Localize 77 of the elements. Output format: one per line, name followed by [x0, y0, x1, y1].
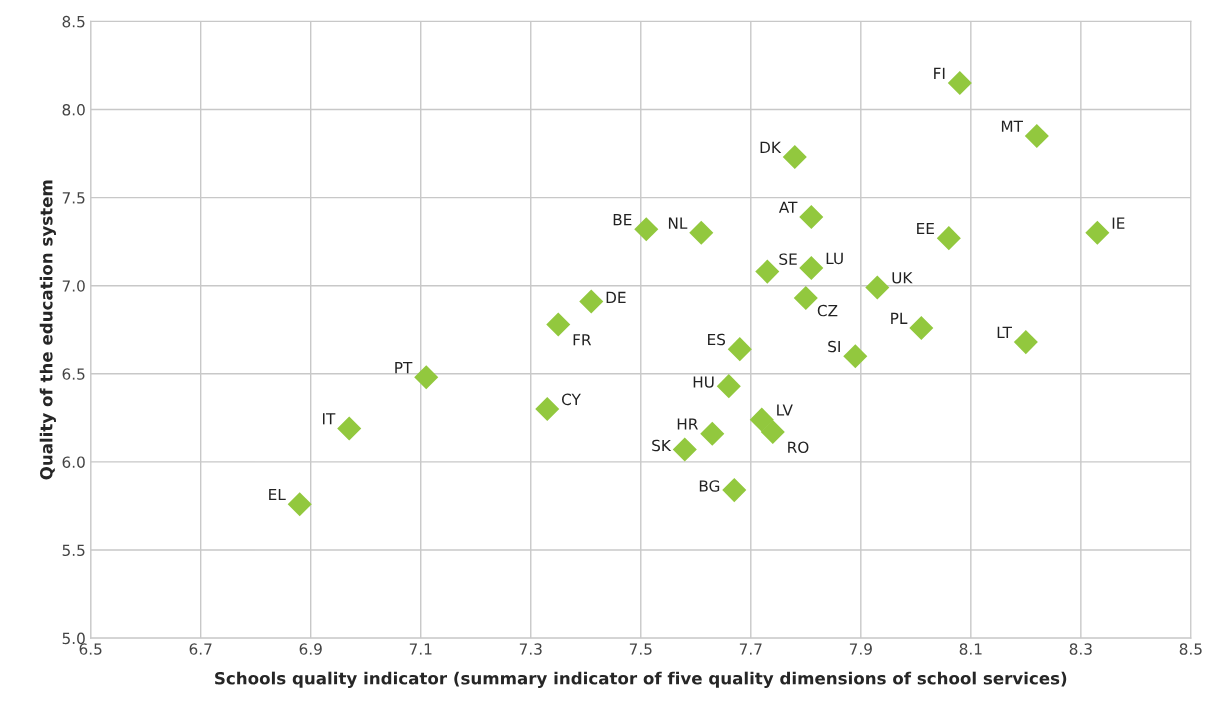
- point: [1013, 330, 1038, 355]
- x-axis-title: Schools quality indicator (summary indicator of five quality dimensions of school services): [215, 671, 1067, 688]
- annotation: HR: [677, 418, 698, 430]
- annotation: RO: [788, 441, 809, 454]
- point: [535, 397, 560, 422]
- y-tick-label: 6.5: [62, 368, 85, 380]
- point: [799, 256, 824, 281]
- point: [865, 275, 890, 300]
- annotation: DK: [760, 141, 782, 153]
- point: [722, 478, 747, 503]
- point: [414, 365, 439, 390]
- x-tick-label: 7.5: [629, 643, 652, 655]
- point: [936, 226, 961, 251]
- point: [546, 312, 571, 337]
- point: [716, 374, 741, 399]
- annotation: MT: [1001, 120, 1023, 132]
- annotation: BE: [613, 214, 632, 226]
- annotation: UK: [892, 272, 913, 284]
- annotation: IE: [1112, 217, 1125, 229]
- annotation: LV: [777, 404, 793, 416]
- annotation: CY: [562, 393, 581, 406]
- y-tick-label: 8.0: [62, 103, 85, 116]
- y-axis-title: Quality of the education system: [39, 180, 56, 480]
- annotation: PT: [395, 362, 413, 374]
- annotation: EE: [917, 222, 934, 235]
- x-tick-label: 8.3: [1069, 643, 1092, 655]
- point: [1024, 123, 1049, 148]
- annotation: DE: [606, 291, 626, 304]
- x-tick-label: 6.9: [299, 643, 322, 655]
- point: [793, 286, 818, 311]
- annotation: CZ: [817, 304, 838, 317]
- annotation: FI: [934, 67, 945, 79]
- annotation: IT: [322, 413, 336, 425]
- annotation: EL: [269, 488, 286, 501]
- x-tick-label: 6.5: [79, 643, 102, 655]
- point: [909, 315, 934, 341]
- x-tick-label: 8.1: [959, 643, 982, 655]
- x-tick-label: 6.7: [189, 643, 212, 655]
- annotation: LU: [826, 252, 843, 265]
- y-tick-label: 6.0: [62, 456, 85, 468]
- annotation: HU: [693, 376, 714, 388]
- annotation: NL: [668, 217, 688, 229]
- point: [727, 337, 752, 362]
- annotation: SK: [652, 439, 672, 452]
- x-tick-label: 7.1: [409, 643, 432, 655]
- point: [689, 220, 714, 245]
- point: [749, 407, 774, 432]
- point: [755, 259, 780, 284]
- point: [1085, 220, 1110, 245]
- point: [843, 344, 868, 369]
- y-tick-label: 7.5: [62, 192, 85, 204]
- point: [760, 419, 785, 444]
- y-tick-label: 5.5: [62, 544, 85, 557]
- y-tick-label: 7.0: [62, 280, 85, 292]
- point: [634, 217, 659, 242]
- x-tick-label: 8.5: [1179, 643, 1202, 655]
- y-tick-label: 5.0: [62, 632, 85, 645]
- annotation: AT: [778, 201, 798, 213]
- point: [782, 145, 807, 170]
- annotation: FR: [573, 334, 592, 346]
- annotation: SE: [779, 253, 797, 265]
- x-tick-label: 7.7: [739, 643, 762, 655]
- annotation: LT: [997, 326, 1012, 338]
- point: [799, 204, 824, 230]
- annotation: BG: [699, 480, 720, 492]
- point: [672, 437, 697, 462]
- annotation: SI: [828, 340, 840, 353]
- point: [579, 289, 604, 314]
- point: [337, 416, 362, 441]
- annotation: PL: [891, 312, 908, 324]
- point: [287, 492, 312, 517]
- point: [947, 71, 972, 96]
- x-tick-label: 7.9: [849, 643, 872, 655]
- point: [700, 421, 725, 446]
- y-tick-label: 8.5: [62, 15, 85, 28]
- x-tick-label: 7.3: [519, 643, 542, 655]
- annotation: ES: [708, 333, 726, 346]
